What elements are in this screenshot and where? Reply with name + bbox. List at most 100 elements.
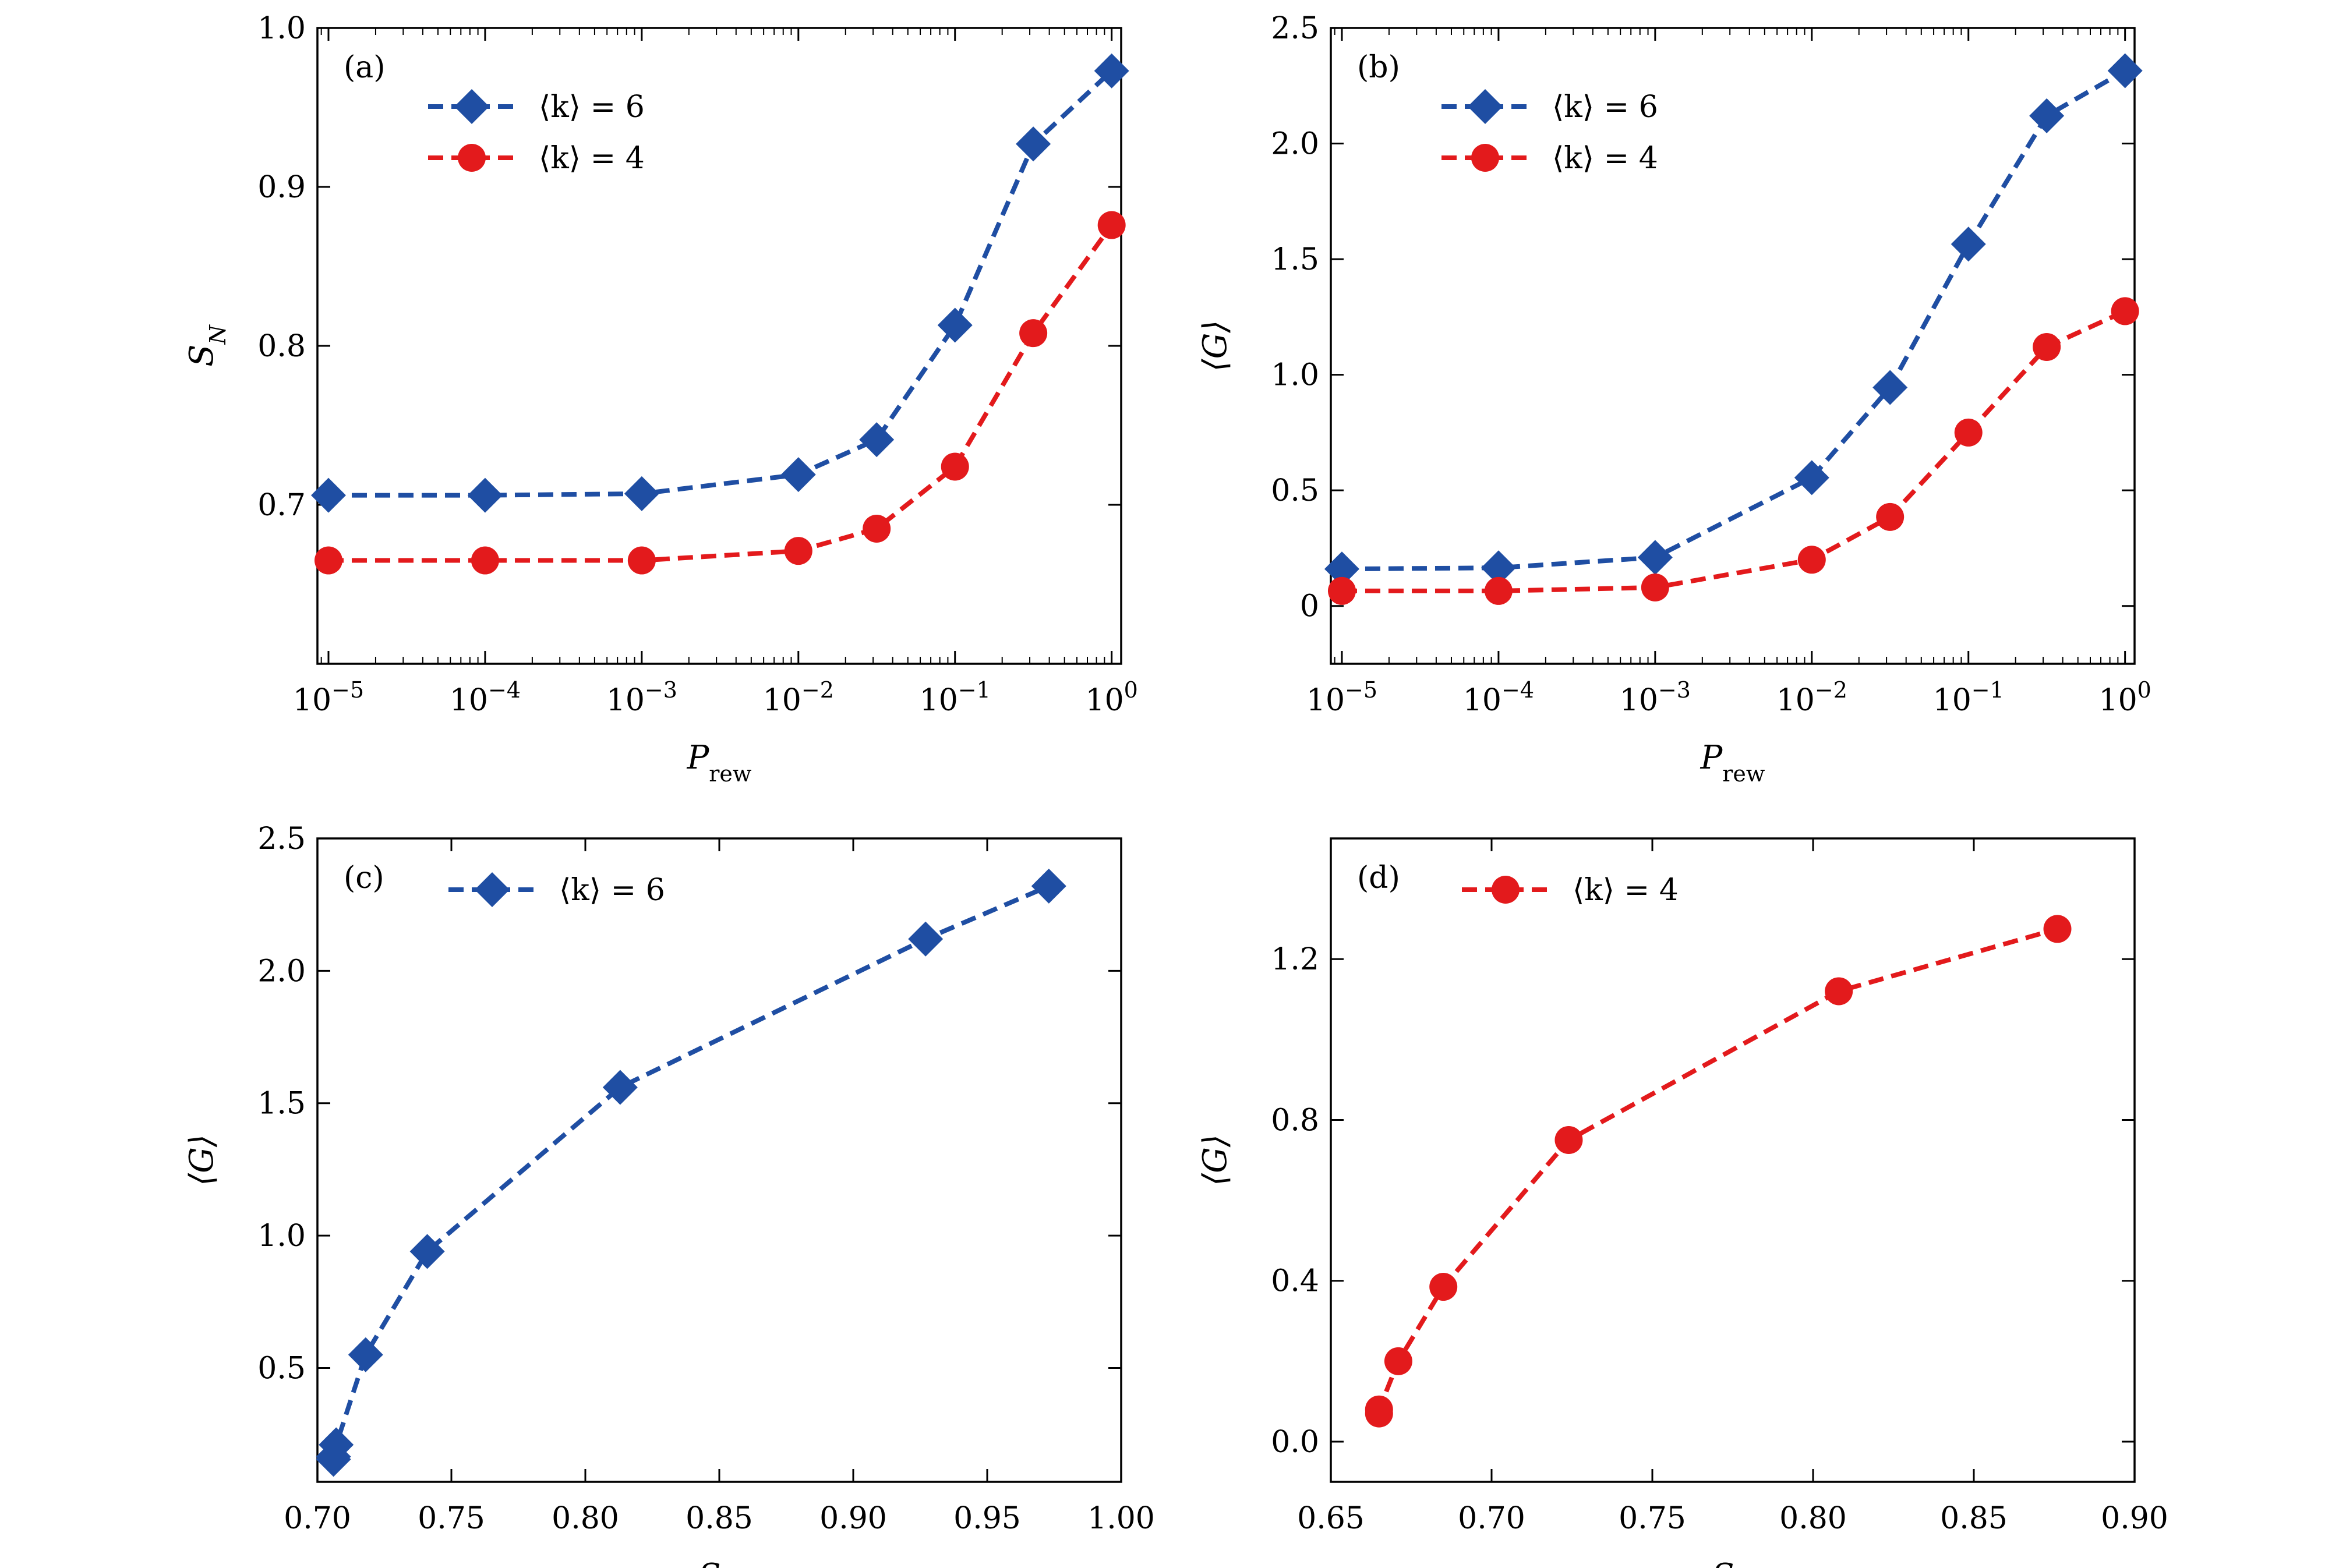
data-point xyxy=(2111,297,2139,325)
y-axis-label: ⟨G⟩ xyxy=(183,1134,221,1185)
x-axis-label: Prew xyxy=(1700,739,1765,787)
x-tick-label: 0.90 xyxy=(819,1501,887,1536)
y-tick-label: 0.8 xyxy=(257,329,306,364)
y-tick-label: 0.9 xyxy=(257,170,306,205)
panel-label: (a) xyxy=(344,50,386,85)
x-tick-label: 0.70 xyxy=(1458,1501,1525,1536)
x-tick-label: 100 xyxy=(2098,677,2151,718)
series-1 xyxy=(1327,297,2139,605)
data-point xyxy=(2043,915,2072,943)
data-point xyxy=(1554,1125,1583,1154)
y-axis-label-group: ⟨G⟩ xyxy=(1196,1134,1234,1185)
series-line xyxy=(1341,68,2126,572)
x-tick-label: 0.90 xyxy=(2101,1501,2168,1536)
data-point xyxy=(1016,126,1051,162)
data-point xyxy=(2033,332,2061,361)
x-tick-label: 0.65 xyxy=(1297,1501,1365,1536)
x-tick-label: 0.70 xyxy=(284,1501,351,1536)
legend-marker xyxy=(1492,876,1520,904)
legend-label: ⟨k⟩ = 6 xyxy=(1552,90,1658,125)
x-tick-label: 0.85 xyxy=(686,1501,753,1536)
panel-c: 0.70 0.75 0.80 0.85 0.90 0.95 1.00 0.5 1.0 1.5 2.0… xyxy=(183,822,1155,1568)
series-line xyxy=(328,69,1114,498)
legend: ⟨k⟩ = 4 xyxy=(1462,873,1679,908)
y-tick-label: 0.8 xyxy=(1271,1103,1319,1138)
data-point xyxy=(627,546,656,575)
data-point xyxy=(310,477,346,513)
data-point xyxy=(602,1070,638,1105)
data-point xyxy=(1429,1273,1458,1301)
x-tick-label: 0.80 xyxy=(1779,1501,1847,1536)
legend-marker xyxy=(1468,89,1503,124)
x-tick-label: 0.85 xyxy=(1940,1501,2008,1536)
data-point xyxy=(348,1337,383,1372)
series-line xyxy=(328,224,1114,563)
legend: ⟨k⟩ = 6 xyxy=(448,872,665,908)
series-line xyxy=(1341,309,2126,593)
data-point xyxy=(2029,98,2065,133)
x-tick-label: 10−5 xyxy=(1306,677,1377,718)
data-point xyxy=(1384,1347,1412,1375)
x-tick-label: 10−5 xyxy=(293,677,364,718)
data-point xyxy=(1094,53,1129,89)
series-0 xyxy=(316,868,1066,1477)
data-point xyxy=(409,1234,445,1269)
data-point xyxy=(467,477,503,513)
x-tick-label: 0.80 xyxy=(552,1501,619,1536)
data-point xyxy=(1324,551,1359,587)
x-axis-label: Prew xyxy=(687,739,752,787)
panel-label: (d) xyxy=(1357,861,1400,896)
x-axis-label: SN xyxy=(698,1557,741,1568)
data-point xyxy=(1097,211,1126,239)
legend-label: ⟨k⟩ = 4 xyxy=(1573,873,1679,908)
legend: ⟨k⟩ = 6 ⟨k⟩ = 4 xyxy=(428,89,645,176)
data-point xyxy=(1641,573,1669,601)
data-point xyxy=(1031,868,1066,904)
data-point xyxy=(1637,540,1673,575)
y-tick-label: 2.0 xyxy=(257,954,306,989)
data-point xyxy=(780,457,816,493)
panel-label: (c) xyxy=(344,861,384,896)
y-axis-label: ⟨G⟩ xyxy=(1196,1134,1234,1185)
y-tick-label: 0.0 xyxy=(1271,1425,1319,1460)
series-line xyxy=(1376,926,2058,1414)
y-tick-label: 0.7 xyxy=(257,488,306,523)
data-point xyxy=(1954,418,1983,447)
data-point xyxy=(1876,502,1905,531)
legend: ⟨k⟩ = 6 ⟨k⟩ = 4 xyxy=(1441,89,1658,176)
data-point xyxy=(1872,370,1908,405)
x-axis-label: SN xyxy=(1712,1557,1754,1568)
x-tick-label: 0.95 xyxy=(953,1501,1021,1536)
y-tick-label: 2.5 xyxy=(1271,11,1319,46)
y-axis-label-group: ⟨G⟩ xyxy=(1196,320,1234,371)
y-tick-label: 2.5 xyxy=(257,822,306,856)
panel-d: 0.65 0.70 0.75 0.80 0.85 0.90 0.0 0.4 0.8 1.2 SN ⟨G… xyxy=(1196,837,2168,1568)
data-point xyxy=(784,537,812,565)
panel-b: 10−5 10−4 10−3 10−2 10−1 100 0 0.5 1.0 1.5 2.0 2.5 P… xyxy=(1196,11,2151,787)
x-tick-label: 10−4 xyxy=(450,677,521,718)
data-point xyxy=(314,546,342,575)
legend-label: ⟨k⟩ = 4 xyxy=(1552,141,1658,176)
x-tick-label: 0.75 xyxy=(418,1501,485,1536)
y-tick-label: 0.5 xyxy=(257,1351,306,1386)
data-point xyxy=(471,546,499,575)
data-point xyxy=(863,514,891,543)
legend-marker xyxy=(475,872,510,907)
plot-frame xyxy=(316,837,1122,1483)
x-tick-label: 1.00 xyxy=(1087,1501,1155,1536)
data-point xyxy=(1951,226,1986,262)
x-tick-label: 10−3 xyxy=(1620,677,1691,718)
x-tick-label: 10−1 xyxy=(920,677,991,718)
y-axis-label: SN xyxy=(183,324,231,366)
x-tick-label: 10−1 xyxy=(1933,677,2004,718)
y-tick-label: 2.0 xyxy=(1271,127,1319,162)
y-axis-label-group: ⟨G⟩ xyxy=(183,1134,221,1185)
legend-marker xyxy=(458,144,486,172)
series-line xyxy=(331,884,1050,1460)
y-tick-label: 1.0 xyxy=(257,1219,306,1254)
data-point xyxy=(1365,1395,1393,1424)
data-point xyxy=(1019,319,1048,348)
y-tick-label: 1.5 xyxy=(257,1086,306,1121)
data-point xyxy=(2107,53,2143,89)
y-tick-label: 0.4 xyxy=(1271,1264,1319,1299)
